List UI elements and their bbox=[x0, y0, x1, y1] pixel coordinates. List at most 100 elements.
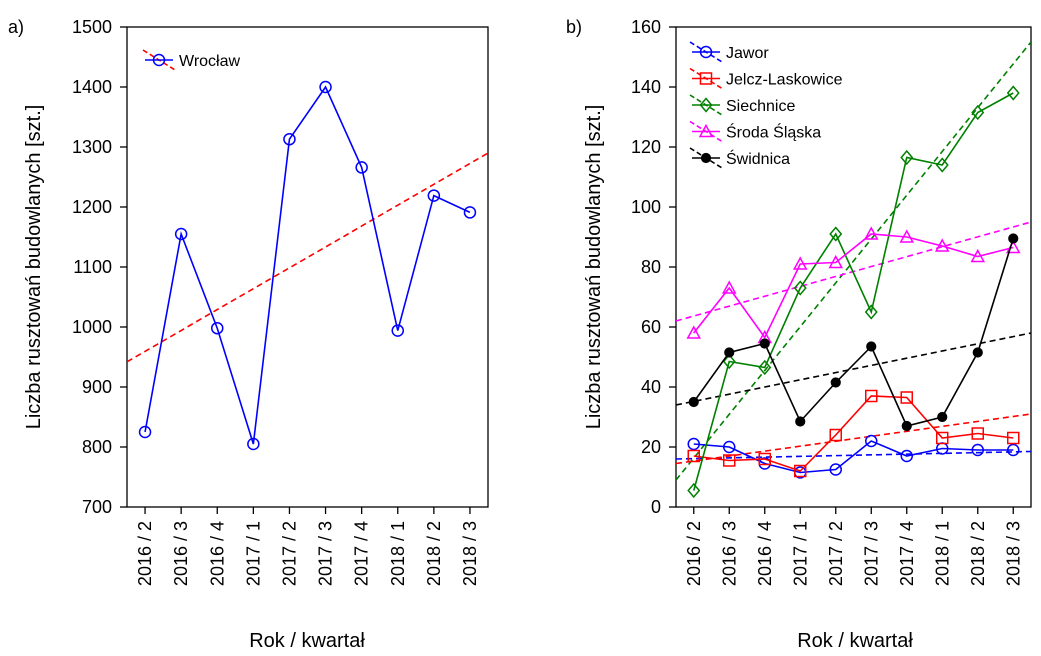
data-point-4-6 bbox=[901, 420, 912, 432]
data-point-1-1 bbox=[723, 454, 736, 467]
data-point-0-1 bbox=[723, 440, 736, 454]
trend-line-4 bbox=[676, 332, 1031, 406]
x-tick-label: 2018 / 2 bbox=[424, 521, 444, 586]
data-point-4-1 bbox=[724, 347, 735, 358]
data-point-0-2 bbox=[211, 321, 224, 335]
data-point-0-4 bbox=[829, 463, 842, 476]
x-tick-label: 2018 / 1 bbox=[388, 521, 408, 586]
legend-marker bbox=[152, 53, 166, 67]
data-point-0-8 bbox=[971, 443, 984, 457]
legend-label: Świdnica bbox=[726, 149, 790, 168]
y-tick-label: 40 bbox=[641, 377, 661, 397]
data-point-3-4 bbox=[828, 254, 844, 269]
y-tick-label: 1100 bbox=[73, 257, 112, 277]
data-point-3-1 bbox=[721, 280, 737, 294]
y-tick-label: 20 bbox=[641, 437, 661, 457]
x-tick-label: 2018 / 1 bbox=[932, 521, 952, 586]
data-point-1-3 bbox=[794, 464, 807, 478]
y-axis-title: Liczba rusztowań budowlanych [szt.] bbox=[583, 105, 605, 430]
data-point-4-4 bbox=[830, 377, 841, 388]
data-point-3-8 bbox=[970, 248, 986, 263]
data-point-1-5 bbox=[865, 389, 878, 403]
data-point-3-5 bbox=[863, 226, 879, 240]
data-point-0-7 bbox=[391, 324, 404, 337]
x-axis-title: Rok / kwartał bbox=[249, 630, 365, 652]
data-point-4-9 bbox=[1008, 233, 1019, 244]
x-tick-label: 2018 / 3 bbox=[1003, 521, 1023, 586]
panel-label: b) bbox=[566, 17, 582, 37]
legend-marker bbox=[700, 152, 712, 164]
y-tick-label: 1000 bbox=[72, 317, 112, 337]
chart-panel-b: b) 0 20 40 60 80 100 120 140 160 2016 / 2 2016 / 3 2… bbox=[566, 17, 1032, 652]
x-tick-label: 2016 / 3 bbox=[171, 521, 191, 586]
y-tick-label: 700 bbox=[82, 497, 112, 517]
y-tick-label: 140 bbox=[631, 77, 661, 97]
plot-area-frame bbox=[126, 26, 489, 508]
legend-label: Wrocław bbox=[179, 53, 240, 70]
data-point-3-6 bbox=[899, 229, 915, 243]
legend-marker bbox=[698, 123, 714, 138]
data-point-0-0 bbox=[687, 437, 700, 451]
panel-label: a) bbox=[8, 17, 24, 37]
x-tick-label: 2016 / 3 bbox=[719, 521, 739, 586]
x-tick-label: 2016 / 2 bbox=[684, 521, 704, 586]
series-line-2 bbox=[692, 92, 1014, 491]
x-tick-label: 2017 / 1 bbox=[243, 521, 263, 586]
x-tick-label: 2017 / 2 bbox=[279, 521, 299, 586]
series-line-3 bbox=[693, 233, 1014, 340]
legend-label: Jawor bbox=[726, 45, 769, 62]
data-point-1-7 bbox=[936, 431, 949, 445]
data-point-2-4 bbox=[829, 226, 843, 242]
y-tick-label: 1300 bbox=[72, 137, 112, 157]
data-point-2-5 bbox=[864, 304, 878, 320]
trend-line-2 bbox=[676, 41, 1031, 481]
x-tick-label: 2018 / 2 bbox=[968, 521, 988, 586]
data-point-0-4 bbox=[283, 132, 296, 146]
data-point-3-3 bbox=[792, 256, 808, 270]
y-tick-label: 120 bbox=[631, 137, 661, 157]
y-axis-title: Liczba rusztowań budowlanych [szt.] bbox=[23, 105, 45, 430]
x-tick-label: 2017 / 4 bbox=[352, 521, 372, 586]
data-point-2-3 bbox=[793, 280, 807, 296]
x-tick-label: 2017 / 1 bbox=[790, 521, 810, 586]
data-point-0-0 bbox=[138, 425, 152, 439]
y-tick-label: 1500 bbox=[72, 17, 112, 37]
y-tick-label: 0 bbox=[651, 497, 661, 517]
trend-line-0 bbox=[676, 450, 1031, 460]
legend-label: Środa Śląska bbox=[726, 123, 821, 142]
data-point-2-2 bbox=[758, 359, 772, 376]
x-tick-label: 2017 / 3 bbox=[861, 521, 881, 586]
data-point-0-1 bbox=[174, 227, 188, 241]
data-point-2-1 bbox=[722, 353, 736, 370]
x-tick-label: 2017 / 2 bbox=[826, 521, 846, 586]
data-point-0-5 bbox=[319, 80, 332, 94]
data-point-4-8 bbox=[972, 347, 983, 358]
data-point-2-9 bbox=[1006, 85, 1020, 101]
data-point-0-6 bbox=[355, 161, 368, 174]
legend-marker bbox=[699, 72, 713, 85]
series-line-4 bbox=[693, 238, 1015, 427]
data-point-3-0 bbox=[686, 325, 702, 339]
data-point-2-8 bbox=[971, 104, 985, 121]
series-line-0 bbox=[144, 85, 471, 445]
data-point-1-4 bbox=[829, 428, 842, 442]
y-tick-label: 1400 bbox=[72, 77, 112, 97]
x-tick-label: 2018 / 3 bbox=[460, 521, 480, 586]
y-tick-label: 900 bbox=[82, 377, 112, 397]
y-tick-label: 160 bbox=[631, 17, 661, 37]
x-tick-label: 2016 / 4 bbox=[207, 521, 227, 586]
data-point-2-6 bbox=[900, 149, 914, 166]
series-line-0 bbox=[693, 440, 1014, 474]
y-tick-label: 80 bbox=[641, 257, 661, 277]
legend-label: Siechnice bbox=[726, 98, 795, 115]
data-point-0-9 bbox=[1007, 443, 1020, 457]
x-axis-title: Rok / kwartał bbox=[797, 630, 913, 652]
x-tick-label: 2017 / 4 bbox=[897, 521, 917, 586]
legend-label: Jelcz-Laskowice bbox=[726, 72, 843, 89]
x-tick-label: 2016 / 4 bbox=[755, 521, 775, 586]
chart-panel-a: a) 700 800 900 1000 1100 1200 1300 1400 1500 2016 … bbox=[8, 17, 489, 652]
legend-marker bbox=[699, 45, 713, 59]
data-point-0-8 bbox=[427, 189, 441, 202]
data-point-3-7 bbox=[934, 238, 950, 252]
